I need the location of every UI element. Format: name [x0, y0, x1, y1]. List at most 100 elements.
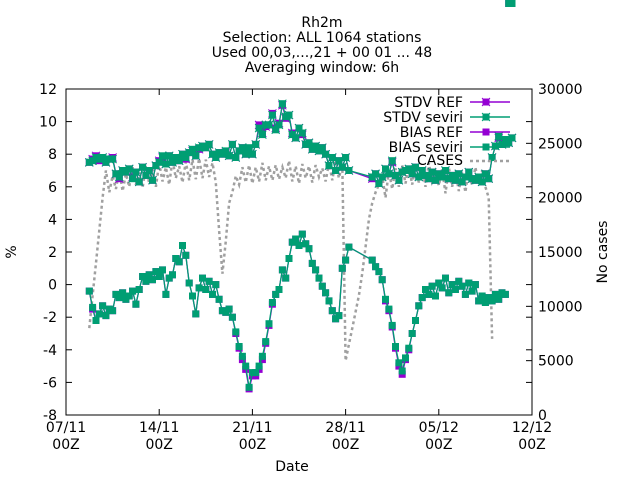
- bias-seviri-series-point: [425, 290, 433, 298]
- stdv-seviri-series-cross: [231, 153, 241, 162]
- bias-seviri-series-point: [119, 289, 127, 297]
- stdv-seviri-series-cross: [384, 169, 394, 179]
- bias-seviri-series-point: [85, 287, 93, 295]
- x-tick-label-date: 05/12: [419, 420, 459, 436]
- bias-ref-series-line: [88, 231, 506, 390]
- stdv-seviri-series-cross: [158, 151, 167, 161]
- legend-label-stdv-ref: STDV REF: [394, 95, 463, 111]
- stdv-seviri-series-cross: [407, 169, 417, 179]
- stat-series: [84, 0, 517, 393]
- bias-seviri-series-point: [445, 289, 453, 297]
- stdv-seviri-series-cross: [238, 143, 247, 153]
- stdv-seviri-series: [84, 99, 517, 188]
- x-tick-label-date: 12/12: [512, 420, 552, 436]
- bias-seviri-series-point: [255, 362, 263, 370]
- stdv-seviri-series-cross: [507, 133, 517, 143]
- bias-seviri-series-point: [278, 266, 286, 274]
- bias-seviri-series-point: [99, 302, 107, 310]
- stdv-seviri-series-cross: [371, 169, 380, 179]
- legend: STDV REF STDV seviri BIAS REF BIAS sevir…: [383, 95, 510, 169]
- chart-title: Rh2m Selection: ALL 1064 stations Used 0…: [212, 15, 432, 76]
- bias-seviri-series-point: [139, 273, 147, 280]
- bias-seviri-series-point: [145, 271, 153, 279]
- bias-seviri-series-line: [88, 231, 506, 388]
- bias-seviri-series-point: [432, 292, 439, 300]
- legend-marker-bias-seviri: [482, 143, 490, 151]
- bias-seviri-series-point: [285, 255, 293, 262]
- stdv-seviri-series-cross: [241, 149, 251, 159]
- y-tick-label: 4: [48, 212, 57, 228]
- bias-seviri-series-point: [209, 290, 216, 298]
- bias-seviri-series-point: [159, 266, 166, 274]
- x-tick-label-hour: 00Z: [145, 437, 172, 453]
- title-line-1: Rh2m: [301, 15, 342, 31]
- bias-seviri-series-point: [415, 302, 423, 310]
- bias-seviri-series: [85, 0, 516, 391]
- bias-seviri-series-point: [478, 292, 486, 300]
- stdv-seviri-series-cross: [291, 133, 301, 143]
- stdv-seviri-series-cross: [341, 153, 350, 162]
- title-line-2: Selection: ALL 1064 stations: [223, 30, 422, 46]
- x-tick-label-hour: 00Z: [332, 437, 359, 453]
- y2-tick-label: 0: [538, 408, 547, 424]
- bias-seviri-series-point: [402, 354, 409, 362]
- stdv-seviri-series-cross: [188, 144, 197, 154]
- bias-seviri-series-point: [115, 294, 123, 302]
- stdv-seviri-series-cross: [114, 172, 124, 182]
- legend-label-bias-seviri: BIAS seviri: [389, 140, 463, 156]
- bias-seviri-series-point: [302, 240, 310, 248]
- bias-seviri-series-point: [305, 245, 313, 253]
- bias-seviri-series-point: [175, 258, 183, 266]
- y-tick-label: 0: [48, 278, 57, 294]
- y-tick-label: -6: [43, 375, 57, 391]
- y-axis-label: %: [4, 245, 20, 258]
- x-tick-label-hour: 00Z: [425, 437, 452, 453]
- y-tick-label: 2: [48, 245, 57, 261]
- stdv-seviri-series-cross: [254, 123, 264, 133]
- bias-seviri-series-point: [202, 286, 210, 293]
- legend-entry-bias-ref: BIAS REF: [400, 125, 510, 141]
- bias-seviri-series-point: [268, 299, 276, 306]
- legend-label-cases: CASES: [417, 153, 463, 169]
- bias-seviri-series-point: [428, 282, 436, 290]
- bias-seviri-series-point: [132, 300, 140, 308]
- bias-seviri-series-point: [392, 343, 399, 350]
- bias-seviri-series-point: [242, 362, 250, 370]
- stdv-seviri-series-cross: [387, 156, 397, 166]
- legend-entry-bias-seviri: BIAS seviri: [389, 140, 510, 156]
- bias-seviri-series-point: [448, 281, 456, 289]
- bias-seviri-series-point: [335, 312, 343, 320]
- y-tick-label: 12: [39, 82, 57, 98]
- stdv-seviri-series-cross: [204, 140, 214, 149]
- bias-seviri-series-point: [475, 297, 483, 305]
- bias-seviri-series-point: [262, 338, 270, 346]
- stdv-seviri-series-cross: [427, 167, 437, 177]
- bias-seviri-series-point: [342, 256, 350, 264]
- bias-seviri-series-point: [135, 286, 143, 293]
- stdv-seviri-series-cross: [268, 110, 277, 120]
- bias-seviri-series-point: [192, 310, 200, 318]
- x-tick-label-hour: 00Z: [239, 437, 266, 453]
- stdv-seviri-series-cross: [327, 153, 337, 162]
- bias-seviri-series-point: [215, 295, 223, 303]
- x-tick-label-date: 07/11: [46, 420, 86, 436]
- bias-seviri-series-point: [162, 290, 170, 298]
- bias-seviri-series-point: [388, 321, 396, 329]
- stdv-seviri-series-cross: [321, 149, 330, 159]
- stdv-seviri-series-cross: [491, 141, 500, 151]
- stdv-seviri-series-cross: [284, 110, 294, 120]
- bias-seviri-series-point: [398, 367, 406, 375]
- bias-seviri-series-point: [265, 320, 273, 328]
- stdv-seviri-series-cross: [264, 120, 274, 130]
- bias-seviri-series-point: [149, 276, 156, 284]
- bias-seviri-series-point: [345, 243, 353, 251]
- stdv-seviri-series-cross: [108, 154, 117, 164]
- bias-seviri-series-point: [142, 277, 150, 285]
- bias-seviri-series-point: [258, 352, 266, 360]
- bias-seviri-series-point: [495, 295, 503, 303]
- bias-seviri-series-point: [442, 274, 449, 282]
- bias-seviri-series-point: [461, 290, 469, 298]
- y2-tick-label: 10000: [538, 299, 583, 315]
- bias-seviri-series-point: [378, 276, 386, 284]
- bias-seviri-series-point: [212, 281, 220, 289]
